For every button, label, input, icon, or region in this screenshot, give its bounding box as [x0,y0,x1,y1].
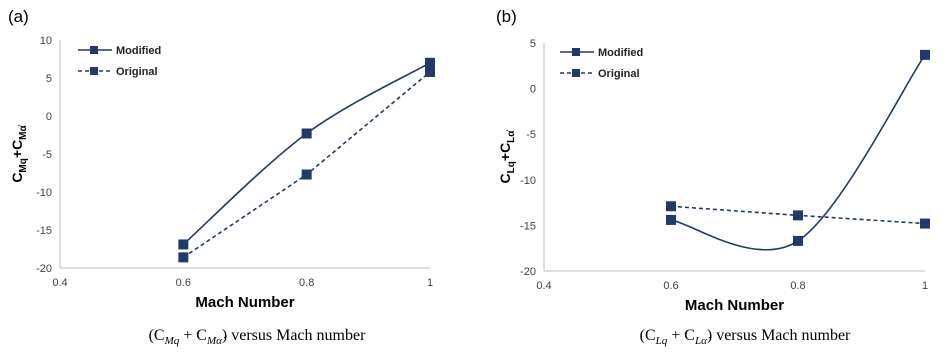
caption-part: (C [640,327,656,344]
caption-part: Mq [164,335,180,347]
legend-label-original: Original [116,66,158,78]
y-tick-label: -5 [526,129,536,141]
caption-part: Lα̇ [694,335,711,347]
y-axis-title-part: +C [9,140,25,158]
y-tick-label: -20 [520,266,536,278]
y-axis-title-part: Mq [18,158,29,172]
y-tick-label: 5 [530,38,536,50]
data-point-original [178,252,189,263]
data-point-original [301,169,312,180]
caption-part: + C [667,327,695,344]
x-tick-label: 0.6 [663,280,678,292]
y-axis-title: CLq+CLα̇ [497,130,517,184]
panel-label: (a) [8,7,29,26]
data-point-modified [301,128,312,139]
legend-label-modified: Modified [116,45,161,57]
data-point-modified [425,57,435,68]
y-axis-title-part: C [497,173,513,183]
y-tick-label: -15 [36,225,52,237]
y-tick-label: 0 [46,111,52,123]
data-point-original [666,201,676,212]
caption-part: Lq [655,335,668,347]
data-point-modified [920,49,930,60]
legend-label-modified: Modified [598,47,643,59]
legend-marker-modified [90,46,98,54]
series-line-original [182,71,431,259]
x-tick-label: 0.6 [176,277,191,289]
data-point-modified [666,214,676,225]
caption-part: ) versus Mach number [222,327,366,344]
chart-panel-a: (a) 10 5 0 -5 -10 -15 -200.4 0.6 0.8 1 Mach Number C… [8,7,435,347]
y-tick-label: -10 [520,175,536,187]
x-tick-label: 0.4 [52,277,67,289]
x-tick-label: 0.4 [536,280,551,292]
panel-label: (b) [496,7,517,26]
y-axis-title-part: Mα̇ [18,124,29,139]
y-tick-label: 5 [46,73,52,85]
data-point-original [793,210,803,221]
x-tick-label: 0.8 [299,277,314,289]
y-tick-label: 0 [530,84,536,96]
data-point-original [425,66,435,77]
x-axis-title: Mach Number [195,294,294,311]
y-tick-label: -20 [36,263,52,275]
x-axis-title: Mach Number [685,297,784,314]
y-axis-title-part: +C [497,143,513,161]
y-tick-label: -15 [520,220,536,232]
data-point-modified [178,239,189,250]
data-point-original [920,218,930,229]
y-axis-title-part: Lq [506,161,517,173]
y-axis-title: CMq+CMα̇ [9,124,29,182]
x-tick-label: 1 [427,277,433,289]
series-line-modified [670,54,926,251]
figure-caption: (CLq + CLα̇) versus Mach number [640,327,851,347]
y-axis-title-part: C [9,173,25,183]
caption-part: + C [179,327,207,344]
legend-marker-original [90,67,98,75]
legend-label-original: Original [598,68,640,80]
y-tick-label: 10 [40,35,52,47]
series-line-modified [182,62,431,246]
x-tick-label: 1 [922,280,928,292]
y-tick-label: -10 [36,187,52,199]
caption-part: Mα̇ [206,335,226,347]
y-tick-label: -5 [42,149,52,161]
y-axis-title-part: Lα̇ [506,130,517,143]
figure-caption: (CMq + CMα̇) versus Mach number [149,327,367,347]
caption-part: ) versus Mach number [707,327,851,344]
caption-part: (C [149,327,165,344]
x-tick-label: 0.8 [790,280,805,292]
legend-marker-modified [572,48,580,56]
legend-marker-original [572,69,580,77]
data-point-modified [793,235,803,246]
